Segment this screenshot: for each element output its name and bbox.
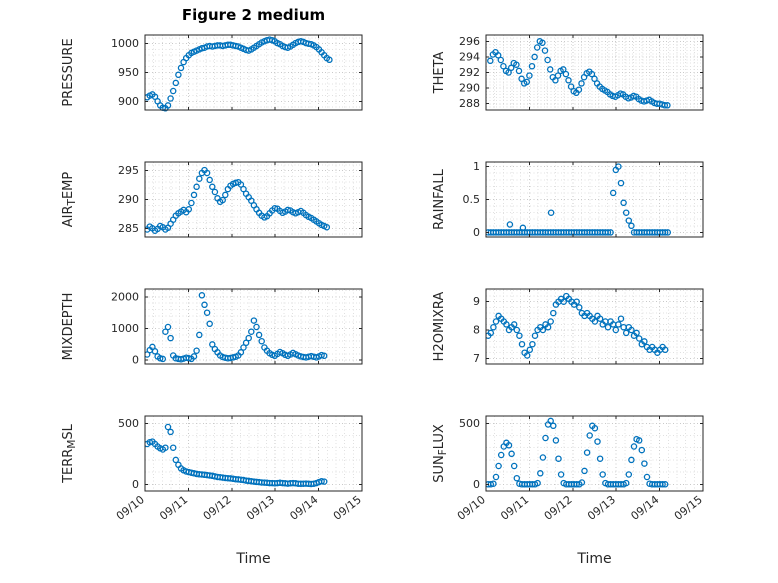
y-tick-label: 0.5 — [463, 193, 481, 206]
plot-pressure: 900 950 1000 PRESSURE — [61, 34, 363, 112]
axes-box — [485, 34, 704, 111]
plot-theta: 288 290 292 294 296 THETA — [432, 34, 704, 111]
axes-box — [144, 34, 363, 111]
x-tick-label: 09/13 — [244, 493, 277, 523]
x-tick-label: 09/11 — [498, 493, 531, 523]
y-tick-label: 950 — [118, 66, 139, 79]
ylabel-air-temp: AIRTEMP — [61, 172, 78, 228]
x-tick-label: 09/10 — [114, 493, 147, 523]
x-tick-label: 09/15 — [672, 493, 705, 523]
y-tick-label: 296 — [459, 35, 480, 48]
x-tick-label: 09/13 — [585, 493, 618, 523]
xlabel-right: Time — [577, 551, 612, 567]
y-tick-label: 0 — [473, 478, 480, 491]
y-tick-label: 1000 — [111, 322, 139, 335]
y-tick-label: 285 — [118, 222, 139, 235]
ylabel-theta: THETA — [432, 52, 447, 95]
x-tick-label: 09/12 — [542, 493, 575, 523]
y-tick-label: 1 — [473, 160, 480, 173]
ylabel-pressure: PRESSURE — [61, 38, 76, 106]
x-tick-label: 09/14 — [628, 493, 661, 523]
y-tick-label: 9 — [473, 295, 480, 308]
y-tick-label: 290 — [459, 82, 480, 95]
scatter-points — [145, 166, 331, 234]
x-tick-label: 09/12 — [201, 493, 234, 523]
ylabel-mixdepth: MIXDEPTH — [61, 293, 76, 361]
y-tick-label: 294 — [459, 50, 480, 63]
axes-box — [144, 161, 363, 238]
plot-h2omixra: 7 8 9 H2OMIXRA — [432, 288, 704, 365]
y-tick-label: 0 — [132, 354, 139, 367]
ylabel-terr-msl: TERRMSL — [61, 423, 78, 484]
plot-terr-msl: 0 500 09/10 09/11 09/12 09/13 09/14 09/15 TERRMS… — [61, 415, 364, 523]
plot-sun-flux: 0 500 09/10 09/11 09/12 09/13 09/14 09/15 SUNFLU… — [432, 415, 705, 523]
ylabel-sun-flux: SUNFLUX — [432, 424, 449, 483]
subplot-terr-msl: 0 500 09/10 09/11 09/12 09/13 09/14 09/15 TERRMS… — [58, 415, 364, 523]
plot-mixdepth: 0 1000 2000 MIXDEPTH — [61, 288, 363, 367]
scatter-points — [145, 36, 333, 112]
scatter-points — [487, 38, 671, 109]
x-tick-label: 09/15 — [331, 493, 364, 523]
axes-box — [485, 161, 704, 238]
axes-box — [485, 288, 704, 365]
plot-air-temp: 285 290 295 AIRTEMP — [61, 161, 363, 238]
xlabel-left: Time — [236, 551, 271, 567]
x-tick-label: 09/10 — [455, 493, 488, 523]
scatter-points — [145, 292, 328, 363]
y-tick-label: 0 — [132, 478, 139, 491]
y-tick-label: 290 — [118, 193, 139, 206]
y-tick-label: 500 — [459, 417, 480, 430]
figure-title: Figure 2 medium — [181, 6, 326, 24]
subplot-sun-flux: 0 500 09/10 09/11 09/12 09/13 09/14 09/15 SUNFLU… — [399, 415, 705, 523]
scatter-points — [486, 292, 669, 359]
y-tick-label: 2000 — [111, 290, 139, 303]
subplot-pressure: 900 950 1000 PRESSURE — [58, 34, 363, 112]
x-tick-label: 09/14 — [287, 493, 320, 523]
plot-rainfall: 0 0.5 1 RAINFALL — [432, 160, 704, 239]
y-tick-label: 8 — [473, 324, 480, 337]
x-tick-label: 09/11 — [157, 493, 190, 523]
axes-box — [144, 415, 363, 492]
y-tick-label: 7 — [473, 352, 480, 365]
scatter-points — [486, 163, 672, 236]
y-tick-label: 0 — [473, 226, 480, 239]
y-tick-label: 1000 — [111, 37, 139, 50]
axes-box — [485, 415, 704, 492]
y-tick-label: 292 — [459, 66, 480, 79]
scatter-points — [145, 423, 328, 488]
subplot-rainfall: 0 0.5 1 RAINFALL — [399, 160, 704, 239]
subplot-mixdepth: 0 1000 2000 MIXDEPTH — [58, 288, 363, 367]
subplot-h2omixra: 7 8 9 H2OMIXRA — [399, 288, 704, 365]
y-tick-label: 500 — [118, 417, 139, 430]
ylabel-rainfall: RAINFALL — [432, 168, 447, 229]
y-tick-label: 288 — [459, 97, 480, 110]
scatter-points — [486, 417, 669, 488]
axes-box — [144, 288, 363, 365]
y-tick-label: 295 — [118, 164, 139, 177]
subplot-air-temp: 285 290 295 AIRTEMP — [58, 161, 363, 238]
y-tick-label: 900 — [118, 95, 139, 108]
subplot-theta: 288 290 292 294 296 THETA — [399, 34, 704, 111]
ylabel-h2omixra: H2OMIXRA — [432, 292, 447, 362]
